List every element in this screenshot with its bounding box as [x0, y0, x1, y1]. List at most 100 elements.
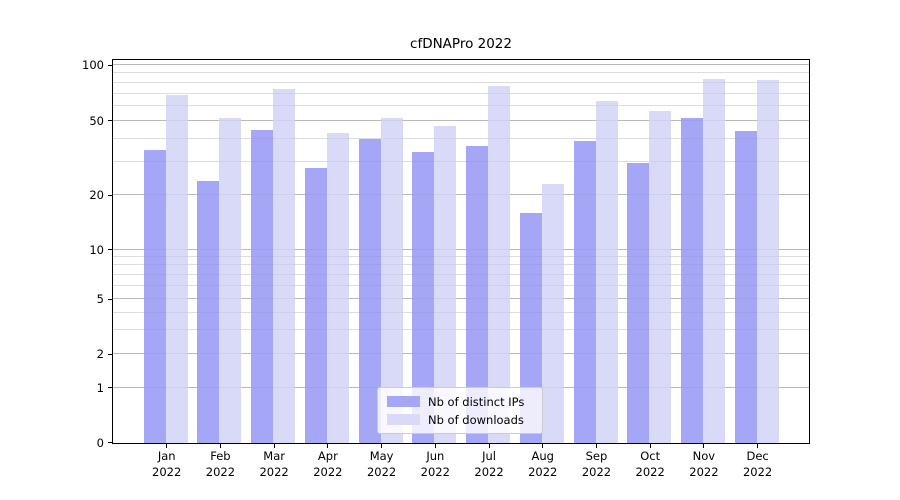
y-tick-mark: [108, 298, 112, 300]
x-tick-label: Jun 2022: [420, 449, 450, 479]
gridline-minor: [113, 284, 809, 286]
x-tick-label: Aug 2022: [528, 449, 558, 479]
x-tick-mark: [757, 444, 759, 448]
bar-oct-downloads: [649, 110, 672, 443]
legend-label: Nb of downloads: [428, 412, 524, 427]
gridline-overlay: [113, 92, 809, 94]
y-tick-mark: [108, 442, 112, 443]
gridline-major: [113, 64, 809, 65]
gridline-overlay: [113, 248, 809, 250]
x-tick-mark: [434, 444, 436, 448]
bar-jun-downloads: [434, 126, 457, 443]
x-tick-label: Feb 2022: [205, 449, 236, 479]
x-tick-label: Jul 2022: [474, 449, 504, 479]
bar-may-ips: [358, 139, 381, 443]
x-tick-label: Jan 2022: [152, 449, 182, 479]
y-tick-label: 20: [89, 188, 104, 202]
gridline-minor: [113, 256, 809, 258]
bar-nov-downloads: [702, 78, 725, 443]
gridline-minor: [113, 161, 809, 163]
gridline-major: [113, 119, 809, 121]
gridline-major: [113, 353, 809, 355]
bar-aug-downloads: [541, 184, 564, 443]
gridline-overlay: [113, 137, 809, 139]
x-tick-mark: [542, 444, 544, 448]
gridline-overlay: [113, 298, 809, 300]
legend: Nb of distinct IPs Nb of downloads: [377, 387, 543, 434]
gridline-minor: [113, 81, 809, 83]
y-tick-label: 50: [89, 113, 104, 128]
gridline-minor: [113, 72, 809, 74]
bar-jan-downloads: [165, 95, 188, 443]
x-tick-label: Sep 2022: [581, 449, 612, 479]
gridline-overlay: [113, 119, 809, 121]
y-tick-mark: [108, 120, 112, 121]
gridline-overlay: [113, 81, 809, 83]
gridline-overlay: [113, 264, 809, 266]
bar-jan-ips: [143, 150, 166, 443]
y-tick-label: 2: [96, 347, 104, 362]
bar-sep-ips: [573, 141, 596, 443]
gridline-minor: [113, 104, 809, 106]
gridline-overlay: [113, 72, 809, 74]
gridline-overlay: [113, 194, 809, 195]
x-tick-mark: [219, 444, 221, 448]
bar-apr-downloads: [326, 133, 349, 443]
legend-swatch-icon: [387, 395, 420, 408]
gridline-minor: [113, 273, 809, 275]
legend-item-downloads: Nb of downloads: [387, 413, 533, 427]
bar-feb-downloads: [219, 117, 242, 443]
gridline-major: [113, 248, 809, 250]
y-tick-mark: [108, 194, 112, 196]
bar-mar-ips: [251, 129, 274, 443]
x-tick-label: Apr 2022: [313, 449, 343, 479]
bar-dec-downloads: [756, 79, 779, 443]
gridline-overlay: [113, 64, 809, 65]
y-tick-label: 0: [96, 435, 104, 450]
x-tick-mark: [327, 444, 329, 448]
y-tick-label: 1: [96, 380, 104, 395]
y-tick-label: 5: [96, 292, 104, 307]
y-tick-mark: [108, 387, 112, 389]
gridline-minor: [113, 328, 809, 330]
x-tick-mark: [166, 444, 168, 448]
bar-apr-ips: [304, 168, 327, 443]
x-tick-mark: [381, 444, 383, 448]
y-tick-label: 100: [82, 58, 104, 72]
bar-sep-downloads: [595, 101, 618, 443]
gridline-overlay: [113, 161, 809, 163]
gridline-minor: [113, 137, 809, 139]
x-tick-label: Dec 2022: [742, 449, 773, 479]
legend-item-distinct-ips: Nb of distinct IPs: [387, 395, 533, 409]
bar-aug-ips: [519, 213, 542, 443]
gridline-minor: [113, 264, 809, 266]
bar-mar-downloads: [273, 88, 296, 443]
bar-nov-ips: [680, 117, 703, 443]
bar-jul-ips: [466, 145, 488, 443]
y-tick-label: 10: [89, 242, 104, 257]
x-tick-label: Mar 2022: [259, 449, 289, 479]
gridline-major: [113, 298, 809, 300]
gridline-overlay: [113, 273, 809, 275]
x-tick-label: May 2022: [366, 449, 397, 479]
bar-jul-downloads: [488, 86, 510, 443]
plot-area: Nb of distinct IPs Nb of downloads: [112, 59, 810, 444]
y-tick-mark: [108, 353, 112, 355]
gridline-overlay: [113, 353, 809, 355]
gridline-overlay: [113, 104, 809, 106]
y-tick-mark: [108, 249, 112, 250]
gridline-major: [113, 194, 809, 195]
gridline-overlay: [113, 284, 809, 286]
chart-title: cfDNAPro 2022: [410, 36, 512, 52]
bar-feb-ips: [197, 180, 220, 443]
x-tick-mark: [273, 444, 275, 448]
y-tick-mark: [108, 64, 112, 66]
legend-swatch-icon: [387, 413, 420, 426]
x-tick-label: Oct 2022: [635, 449, 665, 479]
gridline-overlay: [113, 311, 809, 313]
x-tick-mark: [703, 444, 705, 448]
x-tick-label: Nov 2022: [689, 449, 719, 479]
gridline-minor: [113, 311, 809, 313]
gridline-overlay: [113, 328, 809, 330]
